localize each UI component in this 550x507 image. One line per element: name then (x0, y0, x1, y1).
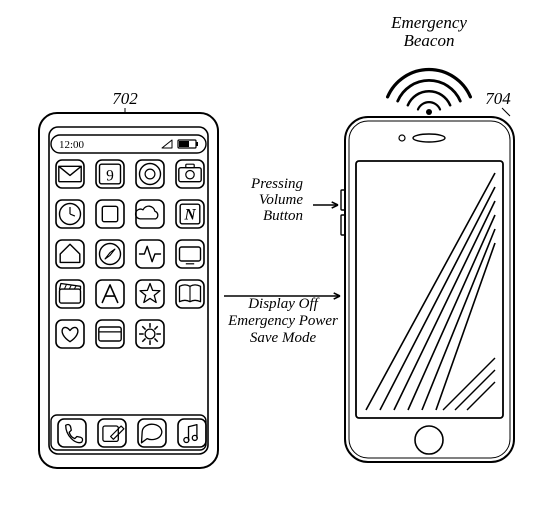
beacon-label: Beacon (404, 31, 455, 50)
volume-annot: Button (263, 208, 303, 224)
app-icon (96, 200, 124, 228)
app-icon (96, 320, 124, 348)
app-icon (56, 320, 84, 348)
svg-text:9: 9 (106, 167, 114, 184)
mode-annot: Emergency Power (227, 313, 338, 329)
ref-702: 702 (112, 89, 138, 108)
beacon-label: Emergency (390, 13, 467, 32)
status-time: 12:00 (59, 139, 85, 151)
volume-annot: Pressing (250, 176, 303, 192)
app-icon (56, 160, 84, 188)
ref-704: 704 (485, 89, 511, 108)
app-icon (136, 200, 164, 228)
mode-annot: Save Mode (250, 330, 317, 346)
mode-annot: Display Off (247, 296, 319, 312)
volume-annot: Volume (259, 192, 304, 208)
svg-text:N: N (183, 207, 196, 224)
